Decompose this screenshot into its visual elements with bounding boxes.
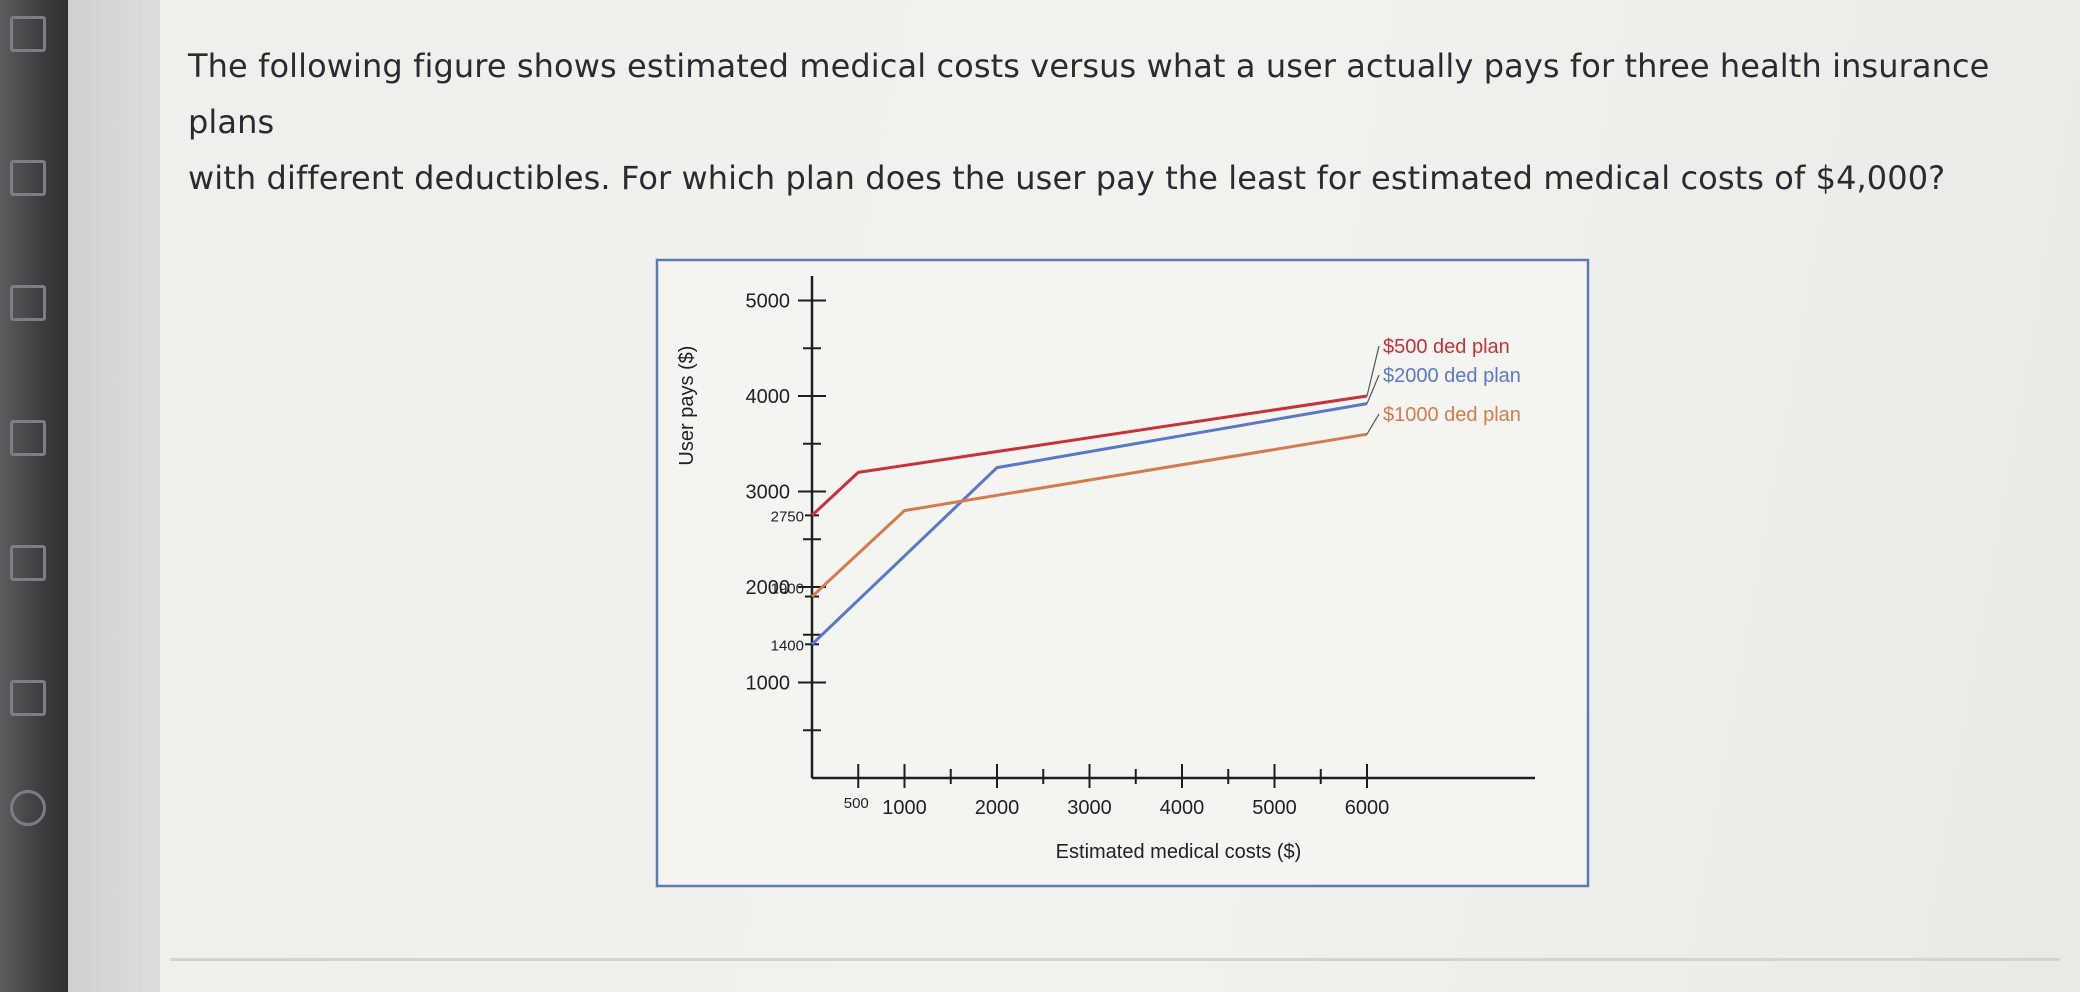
legend-label: $2000 ded plan — [1383, 365, 1521, 387]
legend-label: $1000 ded plan — [1383, 404, 1521, 426]
question-text: The following figure shows estimated med… — [188, 38, 2068, 206]
list-icon[interactable] — [10, 420, 46, 456]
x-tick-label: 500 — [844, 795, 869, 812]
y-tick-label: 1000 — [746, 673, 791, 695]
legend-label: $500 ded plan — [1383, 336, 1510, 358]
series-line — [810, 432, 1368, 598]
y-intercept-label: 1900 — [771, 581, 804, 598]
legend-leader — [1366, 345, 1380, 397]
y-tick-label: 3000 — [746, 482, 791, 504]
list-icon[interactable] — [10, 545, 46, 581]
y-tick-label: 4000 — [746, 386, 791, 408]
grid-icon[interactable] — [10, 16, 46, 52]
edit-icon[interactable] — [10, 680, 46, 716]
x-tick-label: 2000 — [975, 797, 1020, 819]
figure: 1000 2000 3000 4000 5000 1400 1900 2750 500 1000 2… — [655, 258, 1590, 888]
series-line — [810, 394, 1368, 517]
chart: 1000 2000 3000 4000 5000 1400 1900 2750 500 1000 2… — [655, 258, 1590, 888]
page-divider — [170, 958, 2060, 961]
y-tick-label: 5000 — [746, 291, 791, 313]
x-tick-label: 3000 — [1067, 797, 1112, 819]
image-icon[interactable] — [10, 285, 46, 321]
y-tick-label: 2000 — [746, 577, 791, 599]
series-line — [810, 402, 1368, 646]
y-intercept-label: 2750 — [771, 508, 804, 525]
y-axis-title: User pays ($) — [676, 346, 698, 466]
question-line-1: The following figure shows estimated med… — [188, 47, 1990, 141]
page-gutter — [68, 0, 160, 992]
question-line-2: with different deductibles. For which pl… — [188, 159, 1946, 197]
left-toolbar — [0, 0, 68, 992]
x-tick-label: 4000 — [1160, 797, 1205, 819]
legend-leader — [1366, 374, 1380, 404]
legend-leader — [1366, 413, 1380, 435]
back-icon[interactable] — [10, 790, 46, 826]
y-intercept-label: 1400 — [771, 637, 804, 654]
x-axis-title: Estimated medical costs ($) — [1056, 841, 1302, 863]
x-tick-label: 6000 — [1345, 797, 1390, 819]
x-tick-label: 5000 — [1252, 797, 1297, 819]
x-tick-label: 1000 — [882, 797, 927, 819]
document-icon[interactable] — [10, 160, 46, 196]
chart-plot-area: 1000 2000 3000 4000 5000 1400 1900 2750 500 1000 2… — [676, 276, 1535, 863]
